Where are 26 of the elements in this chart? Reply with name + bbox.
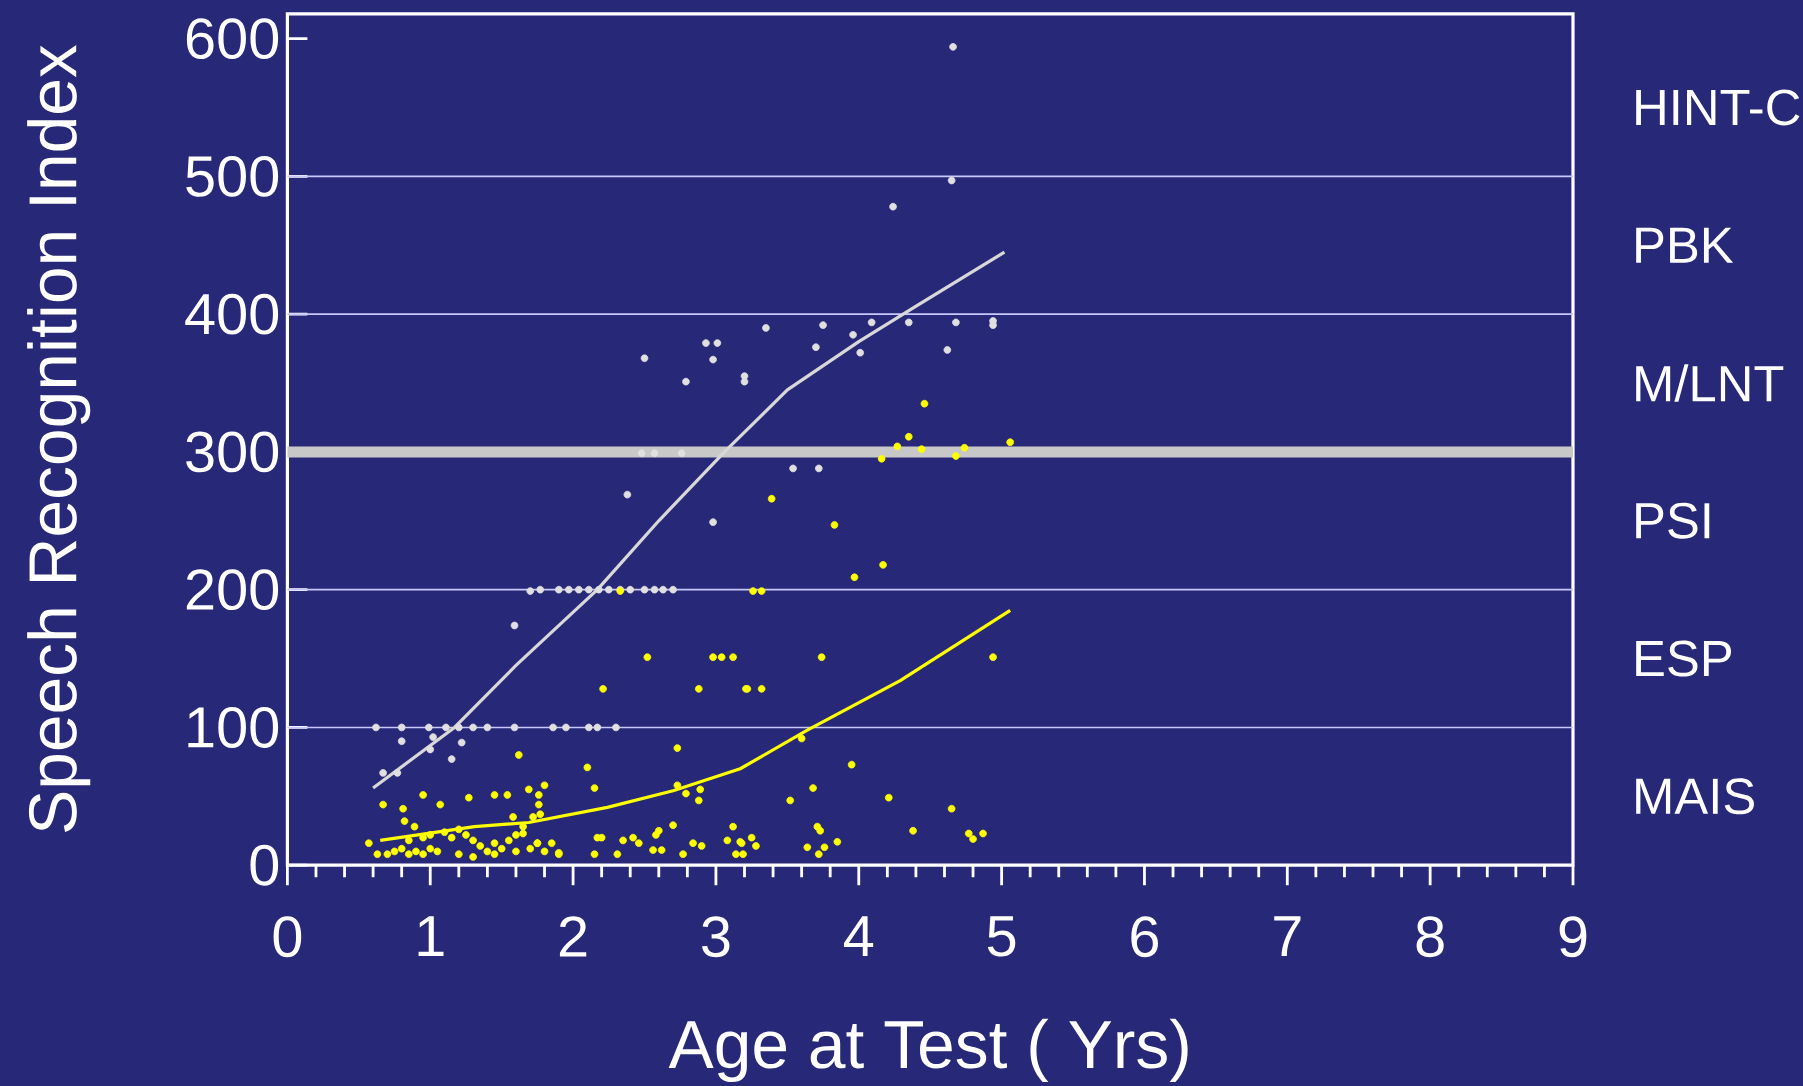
x-tick-label: 3 bbox=[702, 916, 730, 958]
text: M/LNT bbox=[1636, 364, 1784, 402]
y-axis-title: Speech Recognition Index bbox=[27, 44, 91, 832]
text: MAIS bbox=[1636, 778, 1754, 815]
x-tick-label: 1 bbox=[418, 916, 444, 956]
text: PSI bbox=[1636, 502, 1710, 539]
y-tick-label: 500 bbox=[186, 155, 279, 197]
x-tick-label: 7 bbox=[1274, 916, 1301, 956]
x-tick-label: 4 bbox=[844, 916, 874, 956]
x-tick-label: 2 bbox=[559, 916, 587, 957]
line-series bbox=[378, 608, 1012, 842]
y-tick-label: 200 bbox=[186, 569, 279, 611]
x-tick-label: 6 bbox=[1131, 916, 1158, 958]
line-series bbox=[371, 250, 1007, 790]
x-tick-label: 8 bbox=[1416, 916, 1444, 958]
y-tick-label: 600 bbox=[186, 18, 279, 60]
y-tick-label: 100 bbox=[188, 706, 279, 748]
x-axis-title: Age at Test ( Yrs) bbox=[668, 1018, 1188, 1082]
text: ESP bbox=[1636, 640, 1732, 677]
y-tick-label: 0 bbox=[250, 844, 279, 886]
text: HINT-C bbox=[1636, 89, 1800, 126]
x-tick-label: 9 bbox=[1559, 916, 1587, 958]
x-tick-label: 5 bbox=[987, 916, 1016, 957]
y-tick-label: 400 bbox=[185, 293, 279, 335]
text: PBK bbox=[1636, 227, 1734, 263]
y-tick-label: 300 bbox=[186, 431, 279, 473]
